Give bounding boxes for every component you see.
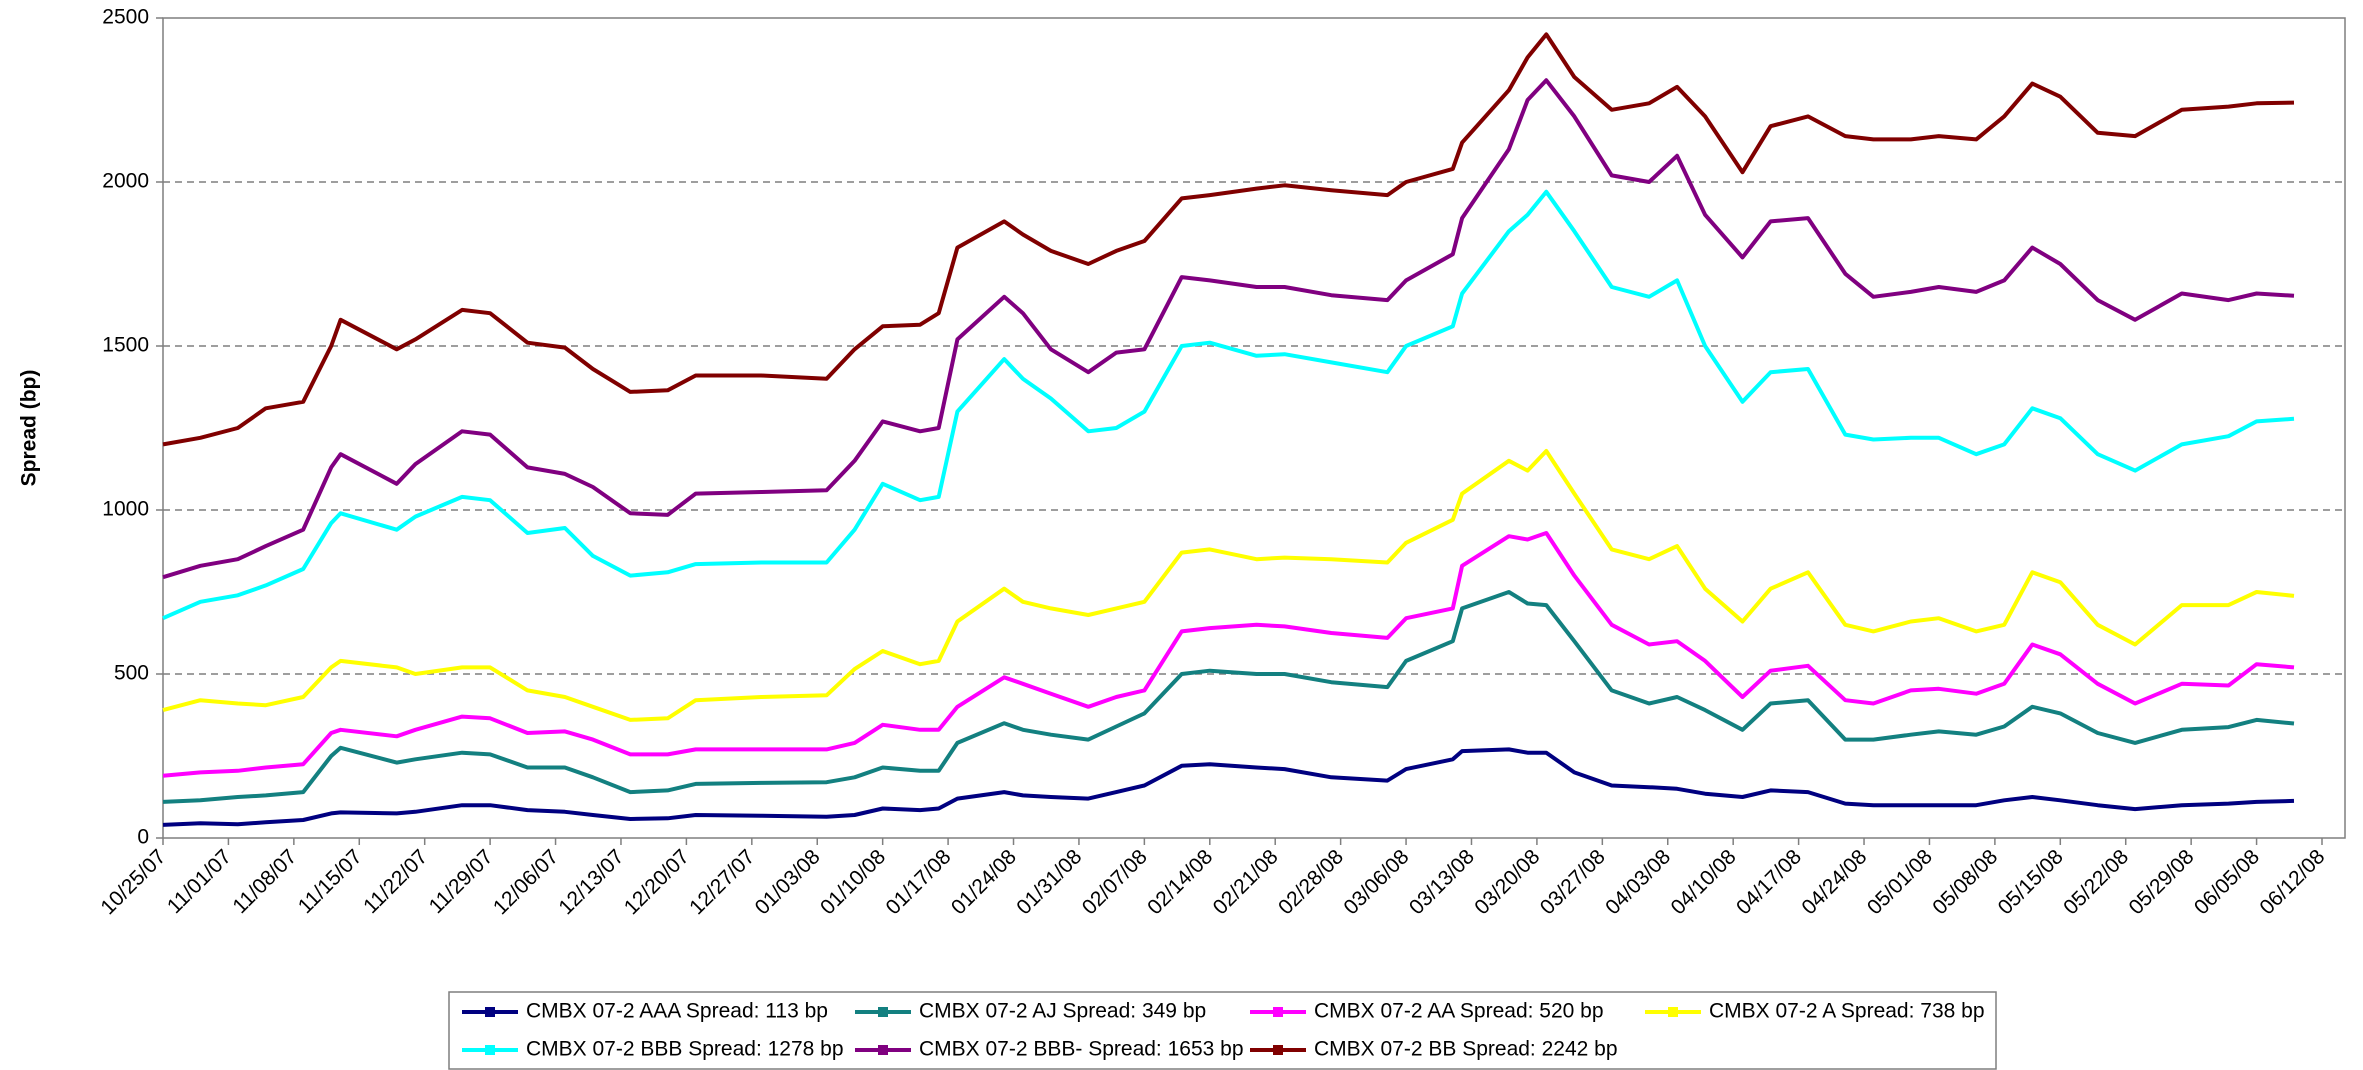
legend-marker — [485, 1045, 495, 1055]
x-tick-label: 06/05/08 — [2190, 845, 2264, 919]
x-tick-label: 02/14/08 — [1143, 845, 1217, 919]
x-tick-label: 02/21/08 — [1209, 845, 1283, 919]
legend-marker — [1273, 1007, 1283, 1017]
y-tick-label: 2000 — [102, 170, 149, 193]
x-tick-label: 03/27/08 — [1536, 845, 1610, 919]
legend-label: CMBX 07-2 A Spread: 738 bp — [1709, 1000, 1985, 1023]
series-line — [162, 32, 2295, 447]
x-tick-label: 01/10/08 — [816, 845, 890, 919]
x-tick-label: 12/20/07 — [620, 845, 694, 919]
x-tick-label: 02/07/08 — [1078, 845, 1152, 919]
x-tick-label: 10/25/07 — [96, 845, 170, 919]
x-tick-label: 05/29/08 — [2125, 845, 2199, 919]
x-tick-label: 02/28/08 — [1274, 845, 1348, 919]
x-tick-label: 01/03/08 — [751, 845, 825, 919]
y-tick-label: 1000 — [102, 498, 149, 521]
x-tick-label: 01/31/08 — [1012, 845, 1086, 919]
series-line — [162, 590, 2295, 804]
x-tick-label: 03/20/08 — [1470, 845, 1544, 919]
x-tick-label: 05/15/08 — [1994, 845, 2068, 919]
x-tick-label: 05/08/08 — [1928, 845, 2002, 919]
x-tick-label: 12/06/07 — [489, 845, 563, 919]
legend-box — [448, 991, 1997, 1070]
x-tick-label: 11/08/07 — [228, 845, 301, 918]
y-tick-label: 0 — [137, 826, 149, 849]
x-tick-label: 11/15/07 — [294, 845, 367, 918]
series-line — [162, 449, 2295, 722]
legend-label: CMBX 07-2 AAA Spread: 113 bp — [526, 1000, 828, 1023]
y-tick-label: 1500 — [102, 334, 149, 357]
x-tick-label: 03/06/08 — [1339, 845, 1413, 919]
x-tick-label: 12/27/07 — [685, 845, 759, 919]
series-line — [162, 78, 2295, 580]
x-tick-label: 04/10/08 — [1667, 845, 1741, 919]
series-line — [162, 747, 2295, 827]
legend-label: CMBX 07-2 BBB Spread: 1278 bp — [526, 1038, 844, 1061]
x-tick-label: 06/12/08 — [2255, 845, 2329, 919]
legend-label: CMBX 07-2 BBB- Spread: 1653 bp — [919, 1038, 1244, 1061]
y-tick-label: 2500 — [102, 6, 149, 29]
x-tick-label: 04/24/08 — [1797, 845, 1871, 919]
x-tick-label: 11/01/07 — [163, 845, 236, 918]
legend-marker — [485, 1007, 495, 1017]
x-tick-label: 12/13/07 — [554, 845, 628, 919]
legend-label: CMBX 07-2 AJ Spread: 349 bp — [919, 1000, 1206, 1023]
x-tick-label: 11/22/07 — [359, 845, 432, 918]
legend-marker — [878, 1045, 888, 1055]
y-tick-label: 500 — [114, 662, 149, 685]
x-tick-label: 03/13/08 — [1405, 845, 1479, 919]
series-line — [162, 189, 2295, 621]
x-tick-label: 05/01/08 — [1863, 845, 1937, 919]
legend-marker — [878, 1007, 888, 1017]
legend-label: CMBX 07-2 BB Spread: 2242 bp — [1314, 1038, 1618, 1061]
x-tick-label: 01/17/08 — [881, 845, 955, 919]
x-tick-label: 11/29/07 — [425, 845, 498, 918]
series-line — [162, 531, 2295, 778]
y-axis-label: Spread (bp) — [18, 370, 41, 487]
x-tick-label: 01/24/08 — [947, 845, 1021, 919]
x-tick-label: 04/17/08 — [1732, 845, 1806, 919]
plot-frame — [162, 17, 2346, 839]
legend-marker — [1668, 1007, 1678, 1017]
x-tick-label: 05/22/08 — [2059, 845, 2133, 919]
legend-label: CMBX 07-2 AA Spread: 520 bp — [1314, 1000, 1604, 1023]
x-tick-label: 04/03/08 — [1601, 845, 1675, 919]
legend-marker — [1273, 1045, 1283, 1055]
